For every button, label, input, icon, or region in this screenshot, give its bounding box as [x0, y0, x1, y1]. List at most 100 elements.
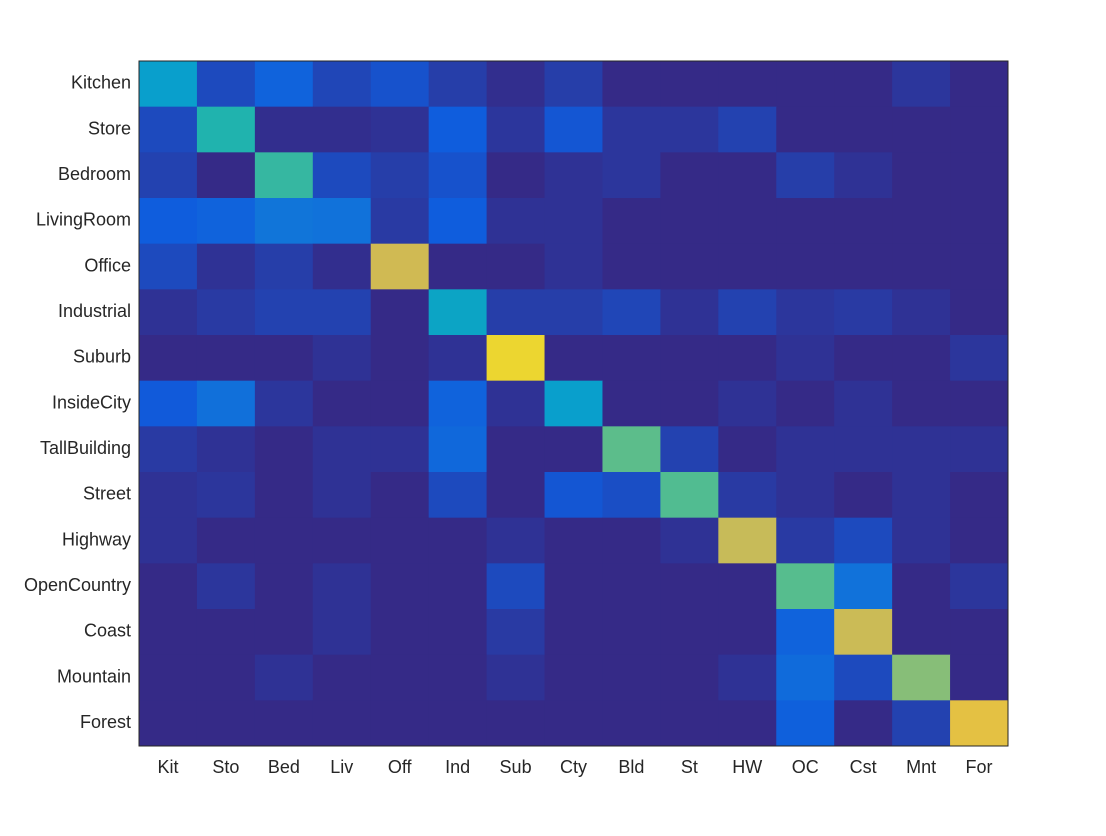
- heatmap-cell: [312, 289, 372, 336]
- heatmap-cell: [834, 517, 893, 564]
- heatmap-cell: [776, 243, 835, 290]
- heatmap-cell: [312, 517, 372, 564]
- heatmap-cell: [254, 700, 314, 747]
- heatmap-cell: [312, 198, 372, 245]
- heatmap-cell: [486, 517, 546, 564]
- heatmap-cell: [660, 152, 719, 199]
- heatmap-cell: [139, 198, 198, 245]
- heatmap-cell: [602, 243, 661, 290]
- heatmap-cell: [196, 198, 256, 245]
- heatmap-cell: [370, 289, 430, 336]
- heatmap-cell: [544, 106, 603, 153]
- heatmap-cell: [312, 654, 372, 701]
- heatmap-cell: [486, 61, 546, 108]
- heatmap-cell: [718, 517, 777, 564]
- y-tick-label: LivingRoom: [36, 210, 131, 230]
- heatmap-cell: [486, 198, 546, 245]
- heatmap-cell: [254, 243, 314, 290]
- x-tick-label: St: [681, 757, 698, 777]
- y-tick-label: Forest: [80, 712, 131, 732]
- heatmap-cell: [312, 563, 372, 610]
- heatmap-cell: [428, 654, 488, 701]
- heatmap-cell: [196, 289, 256, 336]
- heatmap-cell: [718, 380, 777, 427]
- heatmap-cell: [370, 335, 430, 382]
- heatmap-cell: [370, 517, 430, 564]
- heatmap-cell: [370, 61, 430, 108]
- heatmap-cell: [718, 61, 777, 108]
- heatmap-cell: [370, 198, 430, 245]
- heatmap-cell: [776, 426, 835, 473]
- heatmap-cell: [544, 380, 603, 427]
- heatmap-cell: [834, 472, 893, 519]
- heatmap-cell: [660, 700, 719, 747]
- heatmap-cell: [776, 61, 835, 108]
- heatmap-cell: [196, 472, 256, 519]
- heatmap-cell: [892, 700, 951, 747]
- heatmap-cell: [254, 517, 314, 564]
- heatmap-cell: [312, 472, 372, 519]
- x-tick-label: Ind: [445, 757, 470, 777]
- heatmap-cell: [139, 700, 198, 747]
- heatmap-cell: [892, 243, 951, 290]
- heatmap-cell: [544, 426, 603, 473]
- heatmap-cell: [834, 380, 893, 427]
- heatmap-cell: [776, 106, 835, 153]
- heatmap-cell: [718, 198, 777, 245]
- heatmap-cell: [196, 563, 256, 610]
- heatmap-cell: [254, 426, 314, 473]
- heatmap-cell: [312, 106, 372, 153]
- heatmap-cell: [370, 380, 430, 427]
- heatmap-cell: [602, 380, 661, 427]
- heatmap-cell: [776, 609, 835, 656]
- heatmap-cell: [312, 335, 372, 382]
- heatmap-cell: [196, 517, 256, 564]
- y-tick-label: Suburb: [73, 347, 131, 367]
- heatmap-cell: [660, 198, 719, 245]
- heatmap-cell: [486, 563, 546, 610]
- heatmap-cell: [834, 654, 893, 701]
- heatmap-cell: [139, 609, 198, 656]
- x-tick-label: Mnt: [906, 757, 936, 777]
- heatmap-cell: [139, 152, 198, 199]
- heatmap-cell: [776, 380, 835, 427]
- heatmap-cell: [660, 106, 719, 153]
- heatmap-cell: [660, 426, 719, 473]
- heatmap-cell: [254, 335, 314, 382]
- heatmap-cell: [602, 563, 661, 610]
- x-tick-label: HW: [732, 757, 762, 777]
- heatmap-cell: [196, 426, 256, 473]
- y-tick-label: Bedroom: [58, 164, 131, 184]
- heatmap-cell: [718, 289, 777, 336]
- heatmap-cell: [660, 472, 719, 519]
- heatmap-cell: [428, 472, 488, 519]
- heatmap-cell: [602, 426, 661, 473]
- heatmap-cell: [718, 106, 777, 153]
- heatmap-cell: [602, 472, 661, 519]
- heatmap-cell: [950, 609, 1009, 656]
- heatmap-cell: [486, 654, 546, 701]
- heatmap-cell: [892, 152, 951, 199]
- heatmap-cell: [254, 289, 314, 336]
- heatmap-cell: [718, 152, 777, 199]
- heatmap-cell: [544, 472, 603, 519]
- heatmap-cell: [486, 152, 546, 199]
- heatmap-cell: [834, 700, 893, 747]
- heatmap-cell: [254, 152, 314, 199]
- heatmap-cell: [428, 380, 488, 427]
- heatmap-cell: [139, 426, 198, 473]
- heatmap-cell: [834, 61, 893, 108]
- x-tick-label: OC: [792, 757, 819, 777]
- heatmap-cell: [892, 198, 951, 245]
- y-tick-label: Industrial: [58, 301, 131, 321]
- heatmap-cell: [428, 517, 488, 564]
- heatmap-cell: [602, 335, 661, 382]
- heatmap-cell: [254, 61, 314, 108]
- heatmap-cell: [544, 517, 603, 564]
- heatmap-cell: [892, 106, 951, 153]
- heatmap-cell: [486, 380, 546, 427]
- heatmap-cell: [834, 243, 893, 290]
- heatmap-cell: [486, 243, 546, 290]
- heatmap-cell: [660, 335, 719, 382]
